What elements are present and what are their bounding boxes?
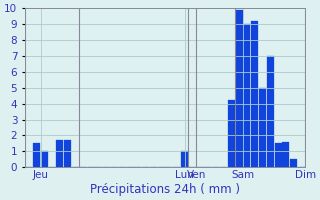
Bar <box>181 151 188 167</box>
Bar <box>41 151 48 167</box>
Bar <box>275 143 282 167</box>
Bar <box>228 100 235 167</box>
Bar <box>267 56 274 167</box>
Bar <box>251 21 258 167</box>
Bar <box>244 24 250 167</box>
Bar <box>33 143 40 167</box>
Bar <box>56 140 63 167</box>
Bar <box>290 159 297 167</box>
Bar <box>282 142 289 167</box>
X-axis label: Précipitations 24h ( mm ): Précipitations 24h ( mm ) <box>90 183 240 196</box>
Bar <box>259 88 266 167</box>
Bar <box>236 10 243 167</box>
Bar <box>64 140 71 167</box>
